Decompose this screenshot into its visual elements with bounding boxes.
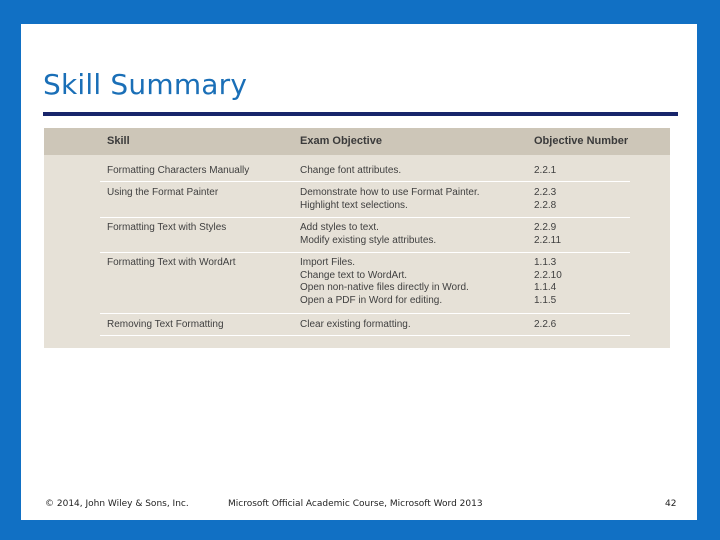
- row-skill: Formatting Characters Manually: [107, 165, 250, 176]
- objective-text: Import Files.: [300, 257, 356, 268]
- row-skill: Formatting Text with WordArt: [107, 257, 236, 268]
- objective-text: Demonstrate how to use Format Painter.: [300, 187, 480, 198]
- row-divider: [100, 181, 630, 182]
- objective-number: 1.1.4: [534, 282, 557, 293]
- row-numbers: 2.2.1: [534, 165, 556, 178]
- row-numbers: 2.2.3 2.2.8: [534, 187, 556, 212]
- objective-text: Change font attributes.: [300, 165, 402, 176]
- objective-text: Modify existing style attributes.: [300, 234, 437, 246]
- objective-text: Clear existing formatting.: [300, 319, 411, 330]
- row-objectives: Add styles to text. Modify existing styl…: [300, 222, 436, 247]
- objective-number: 2.2.9: [534, 222, 557, 233]
- title-divider: [43, 112, 678, 116]
- row-numbers: 2.2.9 2.2.11: [534, 222, 561, 247]
- objective-number: 2.2.1: [534, 165, 557, 176]
- objective-text: Open a PDF in Word for editing.: [300, 294, 443, 306]
- row-objectives: Change font attributes.: [300, 165, 401, 178]
- objective-number: 2.2.3: [534, 187, 557, 198]
- footer-course: Microsoft Official Academic Course, Micr…: [228, 499, 483, 509]
- row-divider: [100, 313, 630, 314]
- row-skill: Formatting Text with Styles: [107, 222, 227, 233]
- header-objective-number: Objective Number: [534, 135, 629, 147]
- row-skill: Using the Format Painter: [107, 187, 219, 198]
- row-divider: [100, 217, 630, 218]
- footer-page-number: 42: [665, 499, 677, 509]
- objective-number: 2.2.11: [534, 234, 562, 246]
- row-numbers: 1.1.3 2.2.10 1.1.4 1.1.5: [534, 257, 562, 307]
- footer-copyright: © 2014, John Wiley & Sons, Inc.: [45, 499, 189, 509]
- row-numbers: 2.2.6: [534, 319, 556, 332]
- skill-summary-table: Skill Exam Objective Objective Number Fo…: [44, 128, 670, 348]
- header-skill: Skill: [107, 135, 130, 147]
- objective-text: Highlight text selections.: [300, 199, 408, 211]
- row-objectives: Clear existing formatting.: [300, 319, 411, 332]
- objective-number: 2.2.8: [534, 199, 557, 211]
- objective-number: 1.1.5: [534, 294, 557, 306]
- objective-number: 2.2.6: [534, 319, 557, 330]
- objective-text: Change text to WordArt.: [300, 269, 408, 281]
- objective-text: Add styles to text.: [300, 222, 379, 233]
- objective-text: Open non-native files directly in Word.: [300, 282, 469, 293]
- row-objectives: Import Files. Change text to WordArt. Op…: [300, 257, 469, 307]
- header-exam-objective: Exam Objective: [300, 135, 382, 147]
- table-header-row: Skill Exam Objective Objective Number: [44, 128, 670, 155]
- objective-number: 2.2.10: [534, 269, 562, 281]
- row-skill: Removing Text Formatting: [107, 319, 224, 330]
- row-divider: [100, 252, 630, 253]
- slide: Skill Summary Skill Exam Objective Objec…: [21, 24, 697, 520]
- slide-title: Skill Summary: [43, 68, 248, 101]
- row-divider: [100, 335, 630, 336]
- row-objectives: Demonstrate how to use Format Painter. H…: [300, 187, 480, 212]
- objective-number: 1.1.3: [534, 257, 557, 268]
